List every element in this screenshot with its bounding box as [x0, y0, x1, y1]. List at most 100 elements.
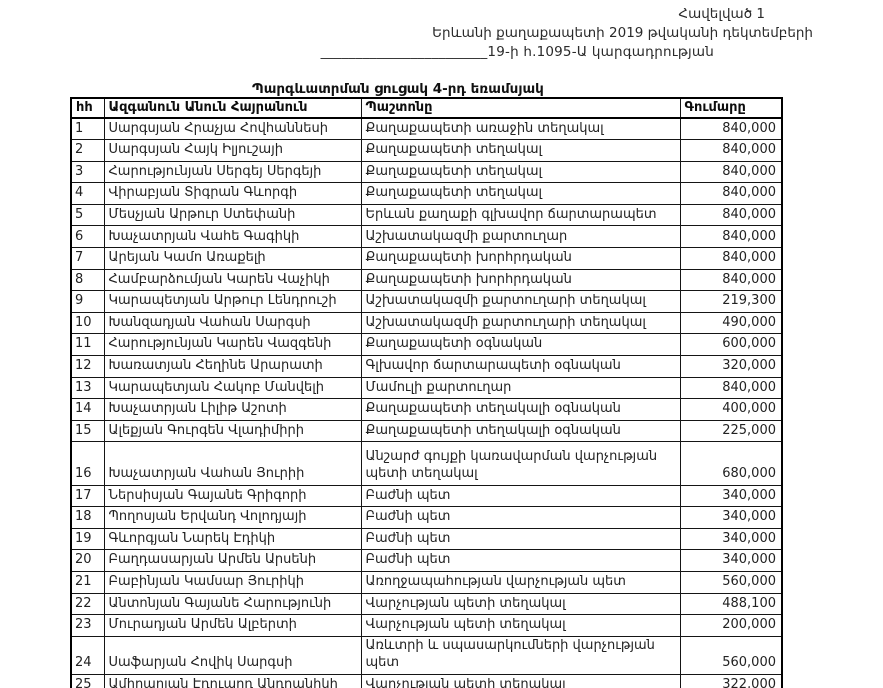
amount-cell: 840,000 [679, 225, 783, 249]
column-header-no: հհ [70, 97, 105, 119]
position-cell: Քաղաքապետի խորհրդական [360, 268, 681, 292]
table-row: 17 Ներսիսյան Գայանե Գրիգորի Բաժնի պետ 340,0… [70, 484, 783, 508]
position-cell: Քաղաքապետի տեղակալի օգնական [360, 398, 681, 421]
amount-cell: 490,000 [679, 311, 783, 335]
table-row: 19 Գևորգյան Նարեկ Էդիկի Բաժնի պետ 340,000 [70, 527, 783, 551]
name-cell: Խաչատրյան Լիլիթ Աշոտի [103, 398, 362, 421]
table-row: 21 Բաբինյան Կամսար Յուրիկի Առողջապահության… [70, 570, 783, 594]
amount-cell: 200,000 [679, 614, 783, 637]
row-number-cell: 25 [70, 673, 105, 688]
amount-cell: 340,000 [679, 527, 783, 551]
table-row: 16 Խաչատրյան Վահան Յուրիի Անշարժ գույքի կա… [70, 441, 783, 486]
amount-cell: 840,000 [679, 247, 783, 270]
row-number-cell: 24 [70, 635, 105, 675]
table-row: 18 Պողոսյան Երվանդ Վոլոդյայի Բաժնի պետ 340,… [70, 506, 783, 529]
position-cell: Քաղաքապետի տեղակալ [360, 182, 681, 205]
amount-cell: 488,100 [679, 592, 783, 616]
name-cell: Հարությունյան Կարեն Վազգենի [103, 333, 362, 357]
table-row: 6 Խաչատրյան Վահե Գագիկի Աշխատակազմի քարտու… [70, 225, 783, 249]
position-cell: Քաղաքապետի խորհրդական [360, 247, 681, 270]
name-cell: Կարապետյան Արթուր Լենդրուշի [103, 290, 362, 313]
table-header: հհ Ազգանուն Անուն Հայրանուն Պաշտոնը Գում… [70, 97, 783, 119]
position-cell: Աշխատակազմի քարտուղարի տեղակալ [360, 290, 681, 313]
row-number-cell: 19 [70, 527, 105, 551]
amount-cell: 340,000 [679, 484, 783, 508]
bonus-table: հհ Ազգանուն Անուն Հայրանուն Պաշտոնը Գում… [70, 97, 783, 688]
name-cell: Պողոսյան Երվանդ Վոլոդյայի [103, 506, 362, 529]
amount-cell: 840,000 [679, 203, 783, 227]
position-cell: Քաղաքապետի տեղակալ [360, 160, 681, 184]
table-row: 4 Վիրաբյան Տիգրան Գևորգի Քաղաքապետի տեղակա… [70, 182, 783, 205]
table-row: 1 Սարգսյան Հրաչյա Հովհաննեսի Քաղաքապետի առ… [70, 117, 783, 141]
amount-cell: 600,000 [679, 333, 783, 357]
position-cell: Բաժնի պետ [360, 549, 681, 572]
row-number-cell: 12 [70, 355, 105, 378]
table-row: 8 Համբարձումյան Կարեն Վաչիկի Քաղաքապետի խո… [70, 268, 783, 292]
name-cell: Գևորգյան Նարեկ Էդիկի [103, 527, 362, 551]
position-cell: Քաղաքապետի տեղակալի օգնական [360, 419, 681, 443]
position-cell: Քաղաքապետի օգնական [360, 333, 681, 357]
amount-cell: 340,000 [679, 549, 783, 572]
name-cell: Բաբինյան Կամսար Յուրիկի [103, 570, 362, 594]
position-cell: Վարչության պետի տեղակալ [360, 673, 681, 688]
table-row: 24 Սաֆարյան Հովիկ Սարգսի Առևտրի և սպասարկո… [70, 635, 783, 675]
position-cell: Մամուլի քարտուղար [360, 376, 681, 400]
table-row: 20 Բաղդասարյան Արմեն Արսենի Բաժնի պետ 340,0… [70, 549, 783, 572]
row-number-cell: 11 [70, 333, 105, 357]
table-row: 5 Մեսչյան Արթուր Ստեփանի Երևան քաղաքի գլխա… [70, 203, 783, 227]
amount-cell: 840,000 [679, 139, 783, 162]
table-row: 2 Սարգսյան Հայկ Իլյուշայի Քաղաքապետի տեղակ… [70, 139, 783, 162]
row-number-cell: 8 [70, 268, 105, 292]
amount-cell: 225,000 [679, 419, 783, 443]
table-body: 1 Սարգսյան Հրաչյա Հովհաննեսի Քաղաքապետի առ… [70, 117, 783, 688]
row-number-cell: 17 [70, 484, 105, 508]
position-cell: Քաղաքապետի առաջին տեղակալ [360, 117, 681, 141]
amount-cell: 320,000 [679, 355, 783, 378]
page-title: Պարգևատրման ցուցակ 4-րդ եռամսյակ [252, 81, 544, 97]
row-number-cell: 9 [70, 290, 105, 313]
amount-cell: 322,000 [679, 673, 783, 688]
position-cell: Բաժնի պետ [360, 527, 681, 551]
appendix-label: Հավելված 1 [678, 6, 765, 22]
name-cell: Սարգսյան Հայկ Իլյուշայի [103, 139, 362, 162]
amount-cell: 840,000 [679, 268, 783, 292]
position-cell: Անշարժ գույքի կառավարման վարչության պետի… [360, 441, 681, 486]
table-header-row: հհ Ազգանուն Անուն Հայրանուն Պաշտոնը Գում… [70, 97, 783, 119]
mayor-order-line: Երևանի քաղաքապետի 2019 թվականի դեկտեմբեր… [432, 25, 813, 41]
row-number-cell: 3 [70, 160, 105, 184]
amount-cell: 840,000 [679, 160, 783, 184]
row-number-cell: 23 [70, 614, 105, 637]
name-cell: Ամիրաղյան Էդուարդ Անդրանիկի [103, 673, 362, 688]
amount-cell: 840,000 [679, 376, 783, 400]
column-header-name: Ազգանուն Անուն Հայրանուն [103, 97, 362, 119]
row-number-cell: 1 [70, 117, 105, 141]
name-cell: Սարգսյան Հրաչյա Հովհաննեսի [103, 117, 362, 141]
row-number-cell: 20 [70, 549, 105, 572]
column-header-position: Պաշտոնը [360, 97, 681, 119]
position-cell: Առևտրի և սպասարկումների վարչության պետ [360, 635, 681, 675]
amount-cell: 219,300 [679, 290, 783, 313]
amount-cell: 400,000 [679, 398, 783, 421]
name-cell: Ալեքյան Գուրգեն Վլադիմիրի [103, 419, 362, 443]
name-cell: Խաչատրյան Վահե Գագիկի [103, 225, 362, 249]
name-cell: Կարապետյան Հակոբ Մանվելի [103, 376, 362, 400]
position-cell: Բաժնի պետ [360, 484, 681, 508]
name-cell: Սաֆարյան Հովիկ Սարգսի [103, 635, 362, 675]
position-cell: Աշխատակազմի քարտուղարի տեղակալ [360, 311, 681, 335]
row-number-cell: 16 [70, 441, 105, 486]
table-row: 25 Ամիրաղյան Էդուարդ Անդրանիկի Վարչության … [70, 673, 783, 688]
row-number-cell: 22 [70, 592, 105, 616]
name-cell: Վիրաբյան Տիգրան Գևորգի [103, 182, 362, 205]
column-header-amount: Գումարը [679, 97, 783, 119]
position-cell: Երևան քաղաքի գլխավոր ճարտարապետ [360, 203, 681, 227]
position-cell: Գլխավոր ճարտարապետի օգնական [360, 355, 681, 378]
row-number-cell: 5 [70, 203, 105, 227]
amount-cell: 560,000 [679, 570, 783, 594]
name-cell: Խառատյան Հեղինե Արարատի [103, 355, 362, 378]
row-number-cell: 18 [70, 506, 105, 529]
order-number-line: ________________________19-ի հ.1095-Ա կա… [320, 44, 714, 60]
table-row: 15 Ալեքյան Գուրգեն Վլադիմիրի Քաղաքապետի տե… [70, 419, 783, 443]
name-cell: Հարությունյան Սերգեյ Սերգեյի [103, 160, 362, 184]
position-cell: Բաժնի պետ [360, 506, 681, 529]
row-number-cell: 4 [70, 182, 105, 205]
